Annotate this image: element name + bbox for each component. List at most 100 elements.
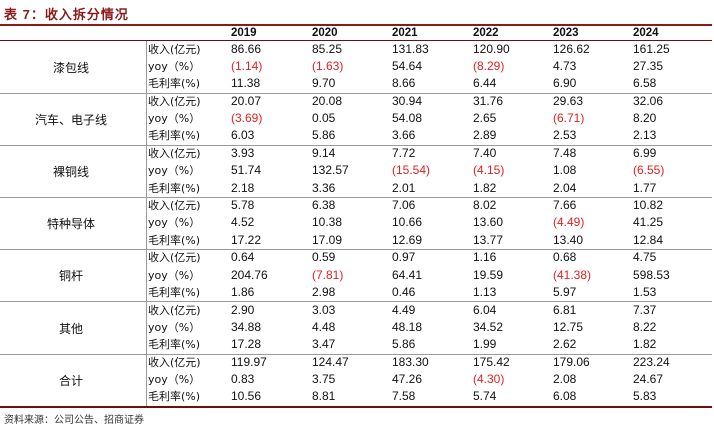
value-cell: 2.90 [231,302,255,317]
value-cell: 1.99 [473,336,497,351]
year-header: 2021 [392,27,418,39]
value-cell: 0.83 [231,371,255,386]
metric-label: 毛利率(%) [148,129,201,143]
value-cell: 175.42 [473,354,510,369]
table-row: yoy（%） 0.83 3.75 47.26 (4.30) 2.08 24.67 [0,372,712,387]
value-cell: 17.09 [312,232,343,247]
value-cell: 0.59 [312,250,336,265]
value-cell: 6.81 [553,302,577,317]
value-cell: 8.22 [633,319,657,334]
value-cell: 1.82 [473,180,497,195]
value-cell: 0.97 [392,250,416,265]
year-header: 2020 [312,27,338,39]
value-cell: 1.82 [633,336,657,351]
value-cell: 131.83 [392,42,429,56]
value-cell: 4.48 [312,319,336,334]
value-cell: 1.53 [633,284,657,299]
bottom-rule [0,406,712,408]
value-cell: 2.98 [312,284,336,299]
value-cell: 17.22 [231,232,262,247]
table-row: 收入(亿元) 119.97 124.47 183.30 175.42 179.06 223.… [0,355,712,370]
value-cell: 126.62 [553,42,590,56]
table-row: 毛利率(%) 11.38 9.70 8.66 6.44 6.90 6.58 [0,76,712,91]
value-cell: 6.58 [633,76,657,91]
value-cell: 2.53 [553,128,577,143]
value-cell: 8.02 [473,198,497,213]
metric-label: 毛利率(%) [148,389,201,403]
value-cell: 2.65 [473,111,497,126]
segment-group: 裸铜线 收入(亿元) 3.93 9.14 7.72 7.40 7.48 6.99 yoy（%） 5… [0,145,712,199]
value-cell: 17.28 [231,336,262,351]
value-cell: 2.62 [553,336,577,351]
value-cell: 8.20 [633,111,657,126]
value-cell: 27.35 [633,59,664,74]
segment-group: 汽车、电子线 收入(亿元) 20.07 20.08 30.94 31.76 29.63 32.… [0,93,712,147]
value-cell: 6.99 [633,146,657,161]
table-row: 收入(亿元) 3.93 9.14 7.72 7.40 7.48 6.99 [0,146,712,161]
table-row: 收入(亿元) 0.64 0.59 0.97 1.16 0.68 4.75 [0,250,712,265]
source-note: 资料来源：公司公告、招商证券 [4,415,144,426]
value-cell: 8.66 [392,76,416,91]
value-cell: 3.36 [312,180,336,195]
value-cell: 2.01 [392,180,416,195]
table-row: 收入(亿元) 20.07 20.08 30.94 31.76 29.63 32.06 [0,94,712,109]
year-header: 2024 [633,27,659,39]
metric-label: 收入(亿元) [148,147,201,161]
value-cell: (4.30) [473,371,505,386]
metric-label: 收入(亿元) [148,95,201,109]
column-divider [146,301,147,354]
value-cell: 8.81 [312,388,336,403]
segment-name: 其他 [58,321,83,336]
metric-label: 收入(亿元) [148,355,201,369]
value-cell: 6.08 [553,388,577,403]
segment-group: 漆包线 收入(亿元) 86.66 85.25 131.83 120.90 126.62 161… [0,41,712,95]
value-cell: 20.08 [312,94,343,109]
table-row: 毛利率(%) 17.28 3.47 5.86 1.99 2.62 1.82 [0,337,712,352]
value-cell: 183.30 [392,354,429,369]
value-cell: 12.84 [633,232,664,247]
value-cell: 5.86 [312,128,336,143]
value-cell: 120.90 [473,42,510,56]
value-cell: 2.89 [473,128,497,143]
metric-label: yoy（%） [148,320,201,334]
value-cell: 3.03 [312,302,336,317]
value-cell: 48.18 [392,319,423,334]
value-cell: 4.75 [633,250,657,265]
table-row: 收入(亿元) 2.90 3.03 4.49 6.04 6.81 7.37 [0,303,712,318]
value-cell: 13.60 [473,215,504,230]
value-cell: 12.69 [392,232,423,247]
value-cell: 19.59 [473,267,504,282]
value-cell: 3.75 [312,371,336,386]
value-cell: 2.13 [633,128,657,143]
value-cell: 0.05 [312,111,336,126]
value-cell: 10.56 [231,388,262,403]
value-cell: 7.06 [392,198,416,213]
value-cell: 0.68 [553,250,577,265]
value-cell: (4.15) [473,163,505,178]
metric-label: 毛利率(%) [148,181,201,195]
segment-group: 特种导体 收入(亿元) 5.78 6.38 7.06 8.02 7.66 10.82 yoy（%… [0,197,712,251]
value-cell: 132.57 [312,163,349,178]
metric-label: 收入(亿元) [148,303,201,317]
year-header: 2023 [553,27,579,39]
value-cell: 31.76 [473,94,504,109]
column-divider [146,93,147,146]
value-cell: 1.77 [633,180,657,195]
metric-label: 收入(亿元) [148,199,201,213]
table-row: yoy（%） 34.88 4.48 48.18 34.52 12.75 8.22 [0,320,712,335]
column-divider [146,145,147,198]
value-cell: 32.06 [633,94,664,109]
metric-label: 收入(亿元) [148,43,201,56]
metric-label: yoy（%） [148,164,201,178]
value-cell: (3.69) [231,111,263,126]
value-cell: 10.38 [312,215,343,230]
value-cell: 5.78 [231,198,255,213]
value-cell: (6.55) [633,163,665,178]
value-cell: 7.66 [553,198,577,213]
value-cell: 179.06 [553,354,590,369]
metric-label: 毛利率(%) [148,77,201,91]
value-cell: 4.52 [231,215,255,230]
value-cell: 124.47 [312,354,349,369]
value-cell: 7.37 [633,302,657,317]
value-cell: 9.70 [312,76,336,91]
